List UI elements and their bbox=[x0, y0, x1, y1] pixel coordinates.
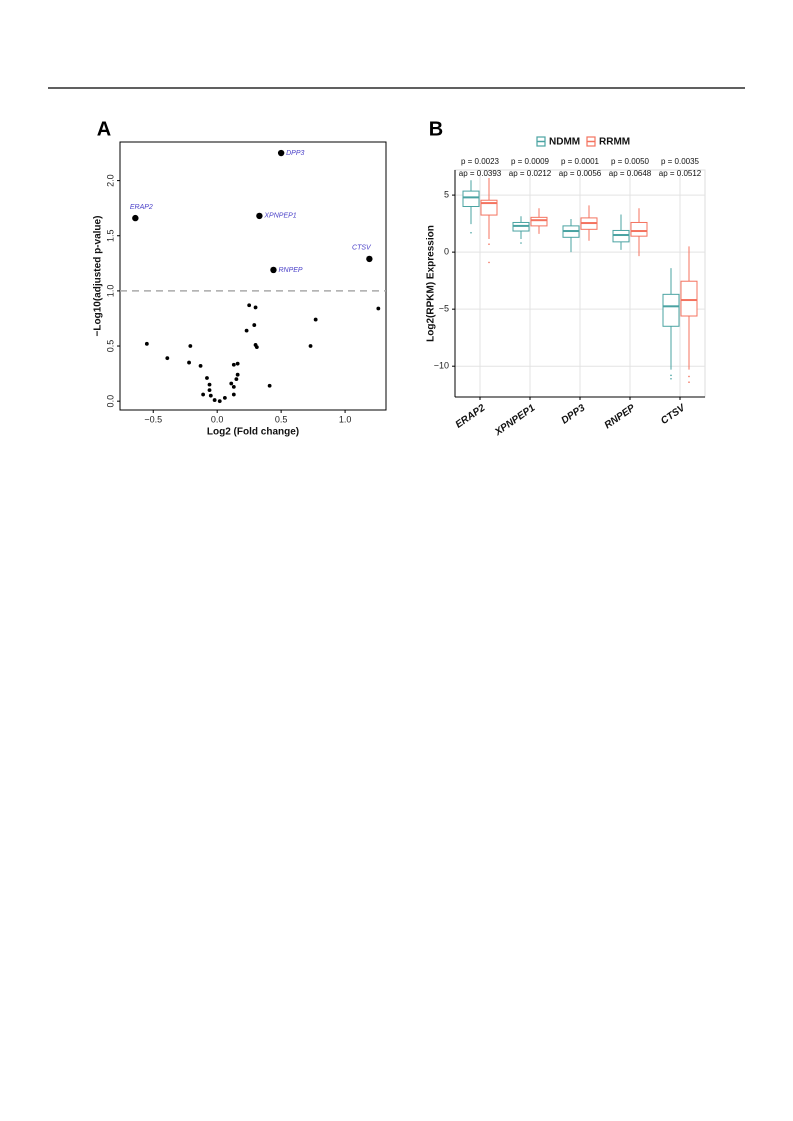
outlier bbox=[520, 242, 522, 244]
point-label: CTSV bbox=[352, 245, 372, 252]
point bbox=[188, 344, 193, 348]
point bbox=[222, 395, 227, 400]
box bbox=[530, 216, 548, 227]
box bbox=[680, 280, 698, 317]
point bbox=[217, 399, 222, 404]
outlier bbox=[488, 261, 490, 264]
p-value-annotation: ap = 0.0212 bbox=[509, 169, 552, 178]
panel-label: A bbox=[97, 118, 111, 140]
box bbox=[662, 293, 680, 327]
point bbox=[308, 344, 313, 348]
point bbox=[267, 383, 272, 388]
y-tick-label: −10 bbox=[434, 361, 449, 371]
outlier bbox=[670, 374, 672, 377]
point bbox=[235, 372, 240, 377]
y-tick-label: 0 bbox=[444, 247, 449, 257]
x-tick-label: −0.5 bbox=[144, 414, 162, 424]
x-tick-label: 0.0 bbox=[211, 414, 224, 424]
point bbox=[144, 341, 149, 346]
x-tick-label: DPP3 bbox=[560, 402, 588, 426]
x-tick-label: RNPEP bbox=[603, 402, 638, 431]
point bbox=[254, 345, 259, 350]
point bbox=[231, 392, 236, 397]
point-label: RNPEP bbox=[278, 267, 302, 274]
y-axis-title: −Log10(adjusted p-value) bbox=[93, 216, 104, 337]
x-tick-label: 0.5 bbox=[275, 414, 288, 424]
p-value-annotation: p = 0.0023 bbox=[461, 157, 500, 166]
y-tick-label: 1.5 bbox=[105, 229, 115, 242]
p-value-annotation: ap = 0.0512 bbox=[659, 169, 702, 178]
p-value-annotation: p = 0.0001 bbox=[561, 157, 600, 166]
point-label: ERAP2 bbox=[130, 204, 153, 211]
p-value-annotation: ap = 0.0056 bbox=[559, 169, 602, 178]
point-label: DPP3 bbox=[286, 150, 304, 157]
p-value-annotation: ap = 0.0393 bbox=[459, 169, 502, 178]
point bbox=[187, 360, 191, 365]
outlier bbox=[670, 377, 672, 380]
box bbox=[612, 229, 630, 243]
point-label: XPNPEP1 bbox=[263, 213, 296, 220]
point bbox=[231, 362, 236, 367]
y-tick-label: 1.0 bbox=[105, 285, 115, 298]
y-tick-label: 5 bbox=[444, 189, 449, 199]
point bbox=[247, 303, 252, 308]
point bbox=[208, 393, 213, 398]
point bbox=[252, 323, 257, 327]
box bbox=[462, 190, 480, 208]
outlier bbox=[470, 231, 472, 234]
point bbox=[235, 361, 240, 366]
point bbox=[198, 363, 203, 368]
point bbox=[201, 392, 206, 397]
x-tick-label: CTSV bbox=[659, 402, 688, 427]
point bbox=[253, 305, 258, 310]
plot-frame bbox=[119, 141, 387, 411]
p-value-annotation: ap = 0.0648 bbox=[609, 169, 652, 178]
point bbox=[132, 214, 139, 222]
outlier bbox=[688, 381, 690, 383]
x-tick-label: XPNPEP1 bbox=[492, 402, 537, 438]
box bbox=[630, 221, 648, 237]
x-tick-label: 1.0 bbox=[339, 414, 352, 424]
x-tick-label: ERAP2 bbox=[454, 402, 488, 430]
y-tick-label: 2.0 bbox=[105, 174, 115, 187]
point bbox=[313, 317, 318, 322]
point bbox=[376, 306, 381, 311]
legend-label: RRMM bbox=[599, 137, 630, 148]
point bbox=[244, 328, 249, 333]
outlier bbox=[488, 243, 490, 245]
y-tick-label: 0.0 bbox=[105, 395, 115, 408]
point bbox=[165, 356, 170, 361]
point bbox=[231, 384, 236, 389]
point bbox=[270, 266, 277, 274]
y-tick-label: 0.5 bbox=[105, 340, 115, 353]
point bbox=[256, 212, 263, 220]
point bbox=[277, 149, 285, 157]
p-value-annotation: p = 0.0050 bbox=[611, 157, 650, 166]
y-tick-label: −5 bbox=[439, 304, 449, 314]
point bbox=[207, 382, 212, 387]
point bbox=[229, 381, 234, 386]
y-axis-title: Log2(RPKM) Expression bbox=[426, 225, 437, 342]
legend-label: NDMM bbox=[549, 137, 580, 148]
point bbox=[234, 377, 239, 382]
x-axis-title: Log2 (Fold change) bbox=[207, 427, 299, 438]
point bbox=[207, 388, 212, 393]
outlier bbox=[688, 375, 690, 378]
point bbox=[212, 398, 217, 402]
point bbox=[366, 255, 373, 263]
panel-label: B bbox=[429, 118, 443, 140]
p-value-annotation: p = 0.0035 bbox=[661, 157, 700, 166]
point bbox=[205, 376, 209, 380]
p-value-annotation: p = 0.0009 bbox=[511, 157, 550, 166]
